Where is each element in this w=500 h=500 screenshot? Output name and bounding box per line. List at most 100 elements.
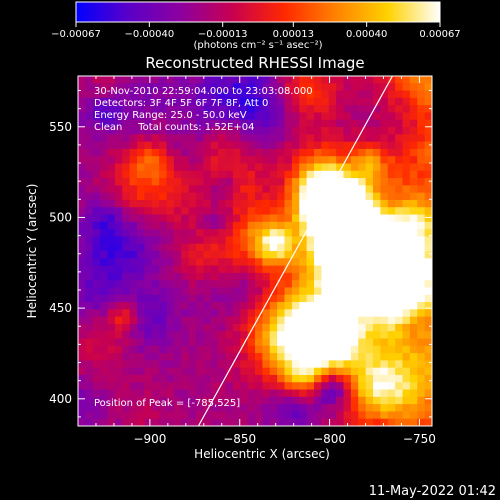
heatmap-cell	[380, 83, 389, 91]
heatmap-cell	[380, 251, 389, 259]
heatmap-cell	[107, 331, 116, 339]
heatmap-cell	[306, 258, 315, 266]
heatmap-cell	[181, 294, 190, 303]
heatmap-cell	[321, 360, 330, 369]
heatmap-cell	[225, 243, 234, 252]
heatmap-cell	[218, 374, 226, 383]
heatmap-cell	[284, 272, 293, 281]
heatmap-cell	[269, 221, 278, 230]
heatmap-cell	[151, 353, 160, 361]
heatmap-cell	[210, 265, 219, 274]
heatmap-cell	[137, 243, 145, 252]
heatmap-cell	[122, 309, 131, 318]
heatmap-cell	[343, 287, 352, 296]
heatmap-cell	[306, 156, 315, 164]
heatmap-cell	[203, 338, 212, 347]
heatmap-cell	[129, 309, 138, 318]
heatmap-cell	[210, 345, 219, 354]
heatmap-cell	[210, 367, 219, 376]
heatmap-cell	[218, 214, 226, 223]
heatmap-cell	[247, 236, 256, 245]
heatmap-cell	[166, 141, 175, 150]
heatmap-cell	[409, 178, 418, 186]
heatmap-cell	[395, 214, 403, 223]
heatmap-cell	[151, 192, 160, 201]
heatmap-cell	[114, 338, 123, 347]
heatmap-cell	[277, 83, 285, 91]
heatmap-cell	[85, 199, 94, 208]
heatmap-cell	[409, 229, 418, 237]
heatmap-cell	[350, 360, 359, 369]
heatmap-cell	[284, 323, 293, 332]
heatmap-cell	[424, 105, 432, 113]
heatmap-cell	[343, 280, 352, 288]
heatmap-cell	[240, 316, 249, 325]
heatmap-cell	[321, 119, 330, 128]
heatmap-cell	[225, 382, 234, 390]
heatmap-cell	[240, 404, 249, 412]
heatmap-cell	[114, 353, 123, 361]
heatmap-cell	[114, 236, 123, 245]
heatmap-cell	[196, 163, 204, 172]
heatmap-cell	[299, 360, 308, 369]
heatmap-cell	[306, 251, 315, 259]
heatmap-cell	[387, 83, 396, 91]
heatmap-cell	[78, 170, 86, 179]
heatmap-cell	[225, 323, 234, 332]
heatmap-cell	[255, 163, 263, 172]
heatmap-cell	[151, 338, 160, 347]
heatmap-cell	[232, 170, 241, 179]
heatmap-cell	[218, 229, 226, 237]
heatmap-cell	[203, 185, 212, 194]
heatmap-cell	[328, 316, 337, 325]
heatmap-cell	[107, 156, 116, 164]
heatmap-cell	[387, 302, 396, 310]
heatmap-cell	[85, 229, 94, 237]
heatmap-cell	[314, 353, 322, 361]
heatmap-cell	[210, 192, 219, 201]
heatmap-cell	[314, 265, 322, 274]
heatmap-cell	[387, 353, 396, 361]
heatmap-cell	[299, 323, 308, 332]
heatmap-cell	[402, 141, 411, 150]
heatmap-cell	[225, 360, 234, 369]
heatmap-cell	[210, 360, 219, 369]
heatmap-cell	[314, 112, 322, 121]
heatmap-cell	[173, 185, 182, 194]
heatmap-cell	[299, 236, 308, 245]
heatmap-cell	[225, 185, 234, 194]
heatmap-cell	[129, 207, 138, 215]
heatmap-cell	[218, 331, 226, 339]
heatmap-cell	[247, 338, 256, 347]
heatmap-cell	[424, 229, 432, 237]
heatmap-cell	[402, 97, 411, 106]
heatmap-cell	[277, 141, 285, 150]
heatmap-cell	[255, 396, 263, 405]
heatmap-cell	[137, 367, 145, 376]
heatmap-cell	[373, 396, 381, 405]
y-axis-label: Heliocentric Y (arcsec)	[25, 184, 39, 319]
heatmap-cell	[122, 178, 131, 186]
heatmap-cell	[85, 83, 94, 91]
heatmap-cell	[218, 251, 226, 259]
heatmap-cell	[336, 229, 344, 237]
heatmap-cell	[100, 331, 108, 339]
heatmap-cell	[291, 338, 300, 347]
heatmap-cell	[173, 411, 182, 420]
heatmap-cell	[409, 170, 418, 179]
heatmap-cell	[181, 83, 190, 91]
heatmap-cell	[291, 90, 300, 99]
heatmap-cell	[380, 163, 389, 172]
heatmap-cell	[277, 163, 285, 172]
heatmap-cell	[306, 345, 315, 354]
heatmap-cell	[417, 127, 426, 135]
heatmap-cell	[299, 294, 308, 303]
heatmap-cell	[196, 178, 204, 186]
heatmap-cell	[144, 331, 153, 339]
heatmap-cell	[181, 229, 190, 237]
heatmap-cell	[380, 331, 389, 339]
heatmap-cell	[114, 382, 123, 390]
heatmap-cell	[284, 236, 293, 245]
colorbar-tick-label: 0.00040	[346, 29, 387, 40]
heatmap-cell	[203, 251, 212, 259]
